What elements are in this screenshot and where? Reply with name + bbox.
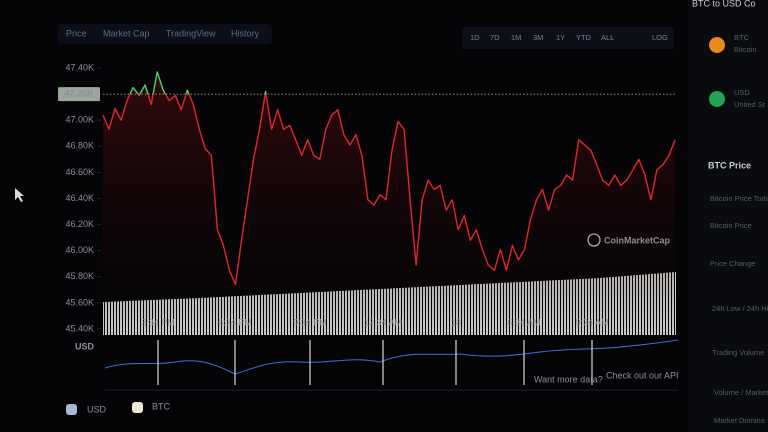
range-button[interactable]: LOG bbox=[652, 33, 668, 42]
range-button[interactable]: YTD bbox=[576, 33, 592, 42]
y-tick-label: 46.20K bbox=[65, 219, 94, 229]
stats-row: Volume / Market bbox=[714, 388, 768, 397]
y-tick-label: 47.00K bbox=[65, 115, 94, 125]
navigator-label: 6:34 AM bbox=[507, 317, 540, 327]
y-tick-label: 45.60K bbox=[65, 297, 94, 307]
navigator-label: 9:34 AM bbox=[575, 317, 608, 327]
reference-label: 47.20K bbox=[64, 88, 94, 98]
legend-swatch-btc bbox=[132, 402, 143, 413]
range-button[interactable]: 1Y bbox=[556, 33, 565, 42]
mouse-cursor bbox=[15, 188, 24, 202]
tab[interactable]: Price bbox=[66, 28, 87, 38]
y-tick-label: 46.80K bbox=[65, 141, 94, 151]
reference-label-box bbox=[58, 87, 100, 102]
stats-row: 24h Low / 24h High bbox=[712, 304, 768, 313]
converter-title: BTC to USD Co bbox=[692, 0, 756, 8]
y-tick-label: 45.40K bbox=[65, 323, 94, 333]
tab[interactable]: TradingView bbox=[166, 28, 216, 38]
api-prompt: Want more data? bbox=[534, 374, 603, 384]
navigator-label: 3:34 PM bbox=[141, 317, 175, 327]
api-link[interactable]: Check out our API bbox=[606, 370, 679, 380]
stats-title: BTC Price bbox=[708, 160, 751, 170]
y-tick-label: 46.00K bbox=[65, 245, 94, 255]
navigator-label: 18 bbox=[451, 317, 461, 327]
y-tick-label: 46.40K bbox=[65, 193, 94, 203]
to-code: USD bbox=[734, 88, 750, 97]
stats-row: Bitcoin Price Today bbox=[710, 194, 768, 203]
navigator-label: 9:34 PM bbox=[293, 317, 327, 327]
btc-icon bbox=[709, 37, 725, 53]
stats-row: Price Change bbox=[710, 259, 755, 268]
stats-row: Market Domina bbox=[714, 416, 766, 425]
tab[interactable]: History bbox=[231, 28, 260, 38]
stats-row: Bitcoin Price bbox=[710, 221, 752, 230]
range-bar bbox=[462, 27, 674, 49]
range-button[interactable]: 3M bbox=[533, 33, 543, 42]
y-tick-label: 46.60K bbox=[65, 167, 94, 177]
legend-swatch-usd bbox=[66, 404, 77, 415]
range-button[interactable]: 1M bbox=[511, 33, 521, 42]
price-line bbox=[102, 71, 676, 286]
tab-bar bbox=[58, 24, 272, 44]
from-name: Bitcoin bbox=[734, 45, 757, 54]
y-tick-label: 47.40K bbox=[65, 62, 94, 72]
y-axis-label: USD bbox=[75, 341, 95, 351]
legend-label: USD bbox=[87, 404, 107, 414]
stats-row: Trading Volume bbox=[712, 348, 764, 357]
tab[interactable]: Market Cap bbox=[103, 28, 150, 38]
to-name: United St bbox=[734, 100, 766, 109]
watermark: CoinMarketCap bbox=[604, 235, 671, 245]
legend-label: BTC bbox=[152, 401, 171, 411]
navigator-label: 6:34 PM bbox=[218, 317, 252, 327]
navigator-label: 12:34 AM bbox=[364, 317, 402, 327]
side-panel bbox=[688, 0, 768, 432]
y-tick-label: 45.80K bbox=[65, 271, 94, 281]
range-button[interactable]: 1D bbox=[470, 33, 480, 42]
usd-icon bbox=[709, 91, 725, 107]
range-button[interactable]: ALL bbox=[601, 33, 614, 42]
navigator-line bbox=[104, 339, 679, 375]
from-code: BTC bbox=[734, 33, 750, 42]
range-button[interactable]: 7D bbox=[490, 33, 500, 42]
price-area bbox=[103, 71, 675, 330]
